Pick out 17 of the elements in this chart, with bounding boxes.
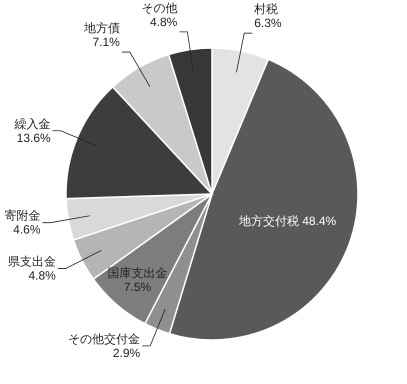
slice-label: 地方交付税 48.4% bbox=[238, 214, 337, 228]
data-label: 6.3% bbox=[254, 16, 282, 30]
slice-label: 県支出金 bbox=[8, 254, 56, 268]
data-label: 7.1% bbox=[92, 35, 120, 50]
slice-label: 国庫支出金 bbox=[108, 266, 168, 280]
slice-label: 寄附金 bbox=[4, 208, 41, 223]
data-label: 4.8% bbox=[150, 14, 178, 29]
slice-label: 繰入金 bbox=[14, 116, 51, 131]
data-label: 2.9% bbox=[112, 346, 141, 360]
data-label: 7.5% bbox=[124, 280, 152, 294]
data-label: 4.6% bbox=[13, 222, 41, 237]
data-label: 4.8% bbox=[28, 268, 56, 282]
slice-label: 地方債 bbox=[82, 21, 120, 36]
slice-label: 村税 bbox=[253, 2, 278, 16]
data-label: 13.6% bbox=[16, 130, 52, 145]
slice-label: その他交付金 bbox=[68, 332, 140, 346]
slice-label: その他 bbox=[141, 0, 178, 15]
